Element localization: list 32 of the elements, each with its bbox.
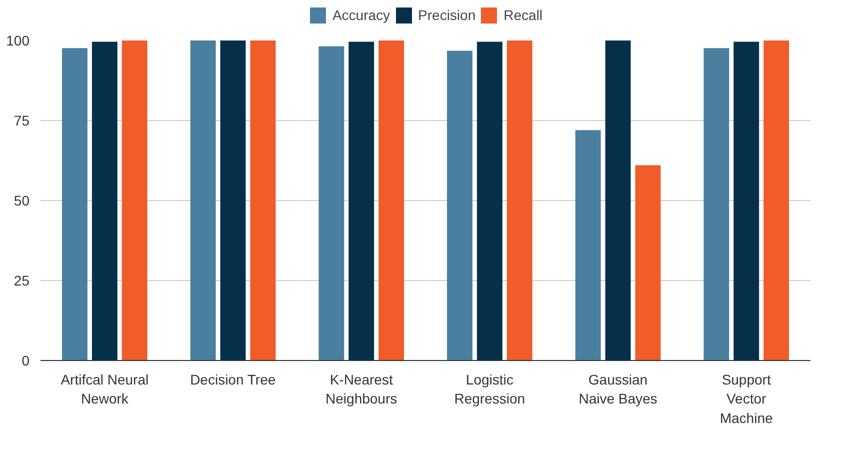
x-tick-label: Support Vector Machine [720,372,774,426]
bar [348,42,374,360]
x-tick-label: Gaussian Naive Bayes [578,372,658,407]
bar [734,42,760,360]
bar [92,42,118,360]
bar [250,40,276,360]
bar [122,40,148,360]
x-tick-label: K-Nearest Neighbours [326,372,398,407]
bar [62,48,88,360]
y-tick-label: 50 [14,192,30,208]
bar [318,46,344,360]
y-tick-label: 100 [6,32,30,48]
y-tick-label: 75 [14,112,30,128]
y-tick-label: 25 [14,272,30,288]
bar [378,40,404,360]
bar [506,40,532,360]
x-tick-label: Logistic Regression [454,372,526,407]
bar [635,165,661,360]
legend-label: Accuracy [332,7,390,23]
x-tick-label: Artifcal Neural Nework [60,372,149,407]
bar [575,130,601,360]
bar [704,48,730,360]
bar [764,40,790,360]
bar [476,42,502,360]
bar [190,40,216,360]
y-tick-label: 0 [22,352,30,368]
bar [605,40,631,360]
x-tick-label: Decision Tree [190,372,276,388]
legend-label: Recall [504,7,543,23]
legend-label: Precision [418,7,476,23]
bar [220,40,246,360]
bar [446,50,472,360]
